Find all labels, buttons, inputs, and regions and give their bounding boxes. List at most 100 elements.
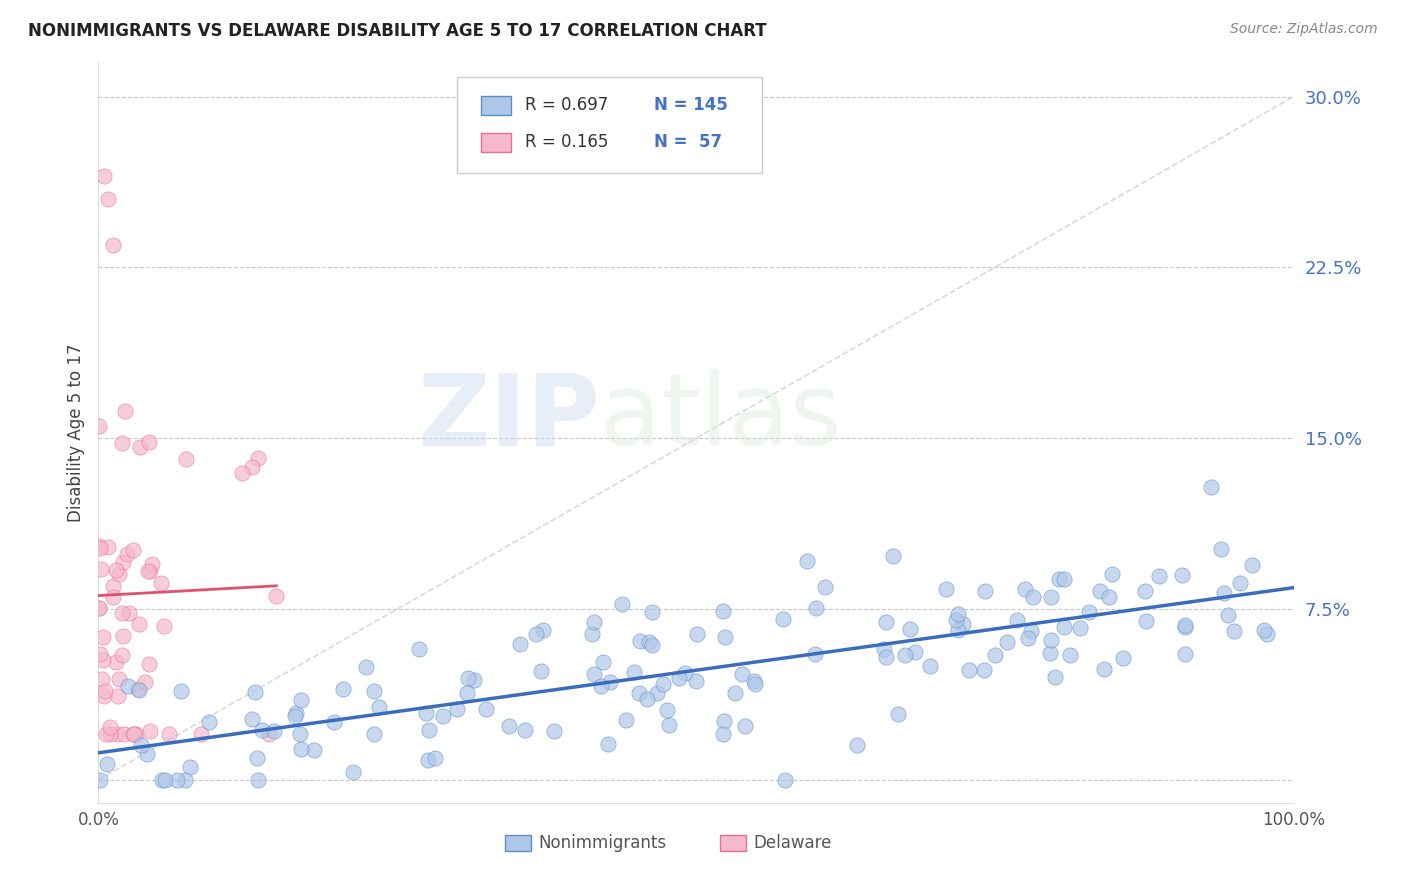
- Point: [1216, 607, 1239, 622]
- Point: [128, 683, 150, 698]
- Point: [945, 613, 967, 627]
- Point: [456, 686, 478, 700]
- Text: Delaware: Delaware: [754, 834, 832, 852]
- Point: [134, 674, 156, 689]
- Point: [97, 541, 120, 555]
- Point: [1022, 591, 1045, 605]
- Point: [974, 584, 997, 599]
- Point: [796, 554, 818, 568]
- Point: [250, 723, 273, 738]
- Point: [1005, 614, 1028, 628]
- Point: [117, 679, 139, 693]
- Point: [1147, 568, 1170, 582]
- Point: [363, 727, 385, 741]
- Point: [1133, 583, 1156, 598]
- Point: [946, 624, 969, 638]
- Text: atlas: atlas: [600, 369, 842, 467]
- Point: [1092, 662, 1115, 676]
- Point: [302, 743, 325, 757]
- Point: [150, 772, 173, 787]
- Point: [1039, 590, 1062, 604]
- Point: [1213, 586, 1236, 600]
- Point: [1135, 614, 1157, 628]
- Point: [845, 738, 868, 752]
- Point: [111, 555, 134, 569]
- Point: [240, 460, 263, 475]
- Point: [122, 727, 145, 741]
- Point: [498, 719, 520, 733]
- Point: [136, 747, 159, 761]
- Point: [673, 666, 696, 681]
- Point: [894, 648, 917, 663]
- Point: [935, 582, 957, 597]
- Point: [1017, 631, 1039, 645]
- Point: [1088, 584, 1111, 599]
- Point: [108, 566, 131, 581]
- Point: [231, 467, 253, 481]
- Point: [129, 738, 152, 752]
- Point: [1053, 620, 1076, 634]
- Point: [533, 624, 555, 638]
- Point: [686, 626, 709, 640]
- Point: [1053, 572, 1076, 586]
- Point: [713, 714, 735, 728]
- Text: NONIMMIGRANTS VS DELAWARE DISABILITY AGE 5 TO 17 CORRELATION CHART: NONIMMIGRANTS VS DELAWARE DISABILITY AGE…: [28, 22, 766, 40]
- Point: [89, 541, 111, 555]
- Point: [463, 673, 485, 687]
- Point: [87, 540, 110, 554]
- Point: [711, 726, 734, 740]
- Point: [524, 627, 547, 641]
- Point: [246, 451, 269, 466]
- Point: [240, 712, 263, 726]
- Point: [1174, 620, 1197, 634]
- Point: [323, 715, 346, 730]
- Point: [179, 760, 201, 774]
- Point: [731, 667, 754, 681]
- Point: [141, 557, 163, 571]
- Point: [804, 647, 827, 661]
- Point: [952, 616, 974, 631]
- Y-axis label: Disability Age 5 to 17: Disability Age 5 to 17: [66, 343, 84, 522]
- Point: [1223, 624, 1246, 638]
- Point: [724, 686, 747, 700]
- Point: [124, 727, 146, 741]
- Point: [612, 597, 634, 611]
- Point: [150, 575, 173, 590]
- Point: [1256, 626, 1278, 640]
- Point: [641, 638, 664, 652]
- Point: [711, 604, 734, 618]
- Point: [136, 564, 159, 578]
- Bar: [481, 96, 510, 115]
- Point: [1059, 648, 1081, 663]
- Point: [89, 772, 111, 787]
- Point: [87, 418, 110, 433]
- Point: [87, 601, 110, 615]
- Point: [1174, 647, 1197, 661]
- Point: [1101, 567, 1123, 582]
- Point: [1039, 646, 1062, 660]
- Point: [354, 660, 377, 674]
- Point: [111, 435, 134, 450]
- Text: R = 0.165: R = 0.165: [524, 134, 609, 152]
- Point: [627, 686, 650, 700]
- Point: [105, 655, 128, 669]
- Point: [93, 169, 115, 184]
- Point: [246, 772, 269, 787]
- Point: [734, 719, 756, 733]
- Point: [475, 702, 498, 716]
- Point: [290, 742, 312, 756]
- Point: [1209, 542, 1232, 557]
- Point: [129, 440, 152, 454]
- Point: [898, 622, 921, 636]
- Point: [1014, 582, 1036, 596]
- Point: [636, 691, 658, 706]
- Point: [90, 562, 112, 576]
- Point: [873, 641, 896, 656]
- Text: R = 0.697: R = 0.697: [524, 96, 609, 114]
- Point: [93, 689, 115, 703]
- Point: [1170, 567, 1192, 582]
- Point: [887, 706, 910, 721]
- Point: [93, 653, 115, 667]
- Point: [127, 681, 149, 696]
- Point: [651, 677, 673, 691]
